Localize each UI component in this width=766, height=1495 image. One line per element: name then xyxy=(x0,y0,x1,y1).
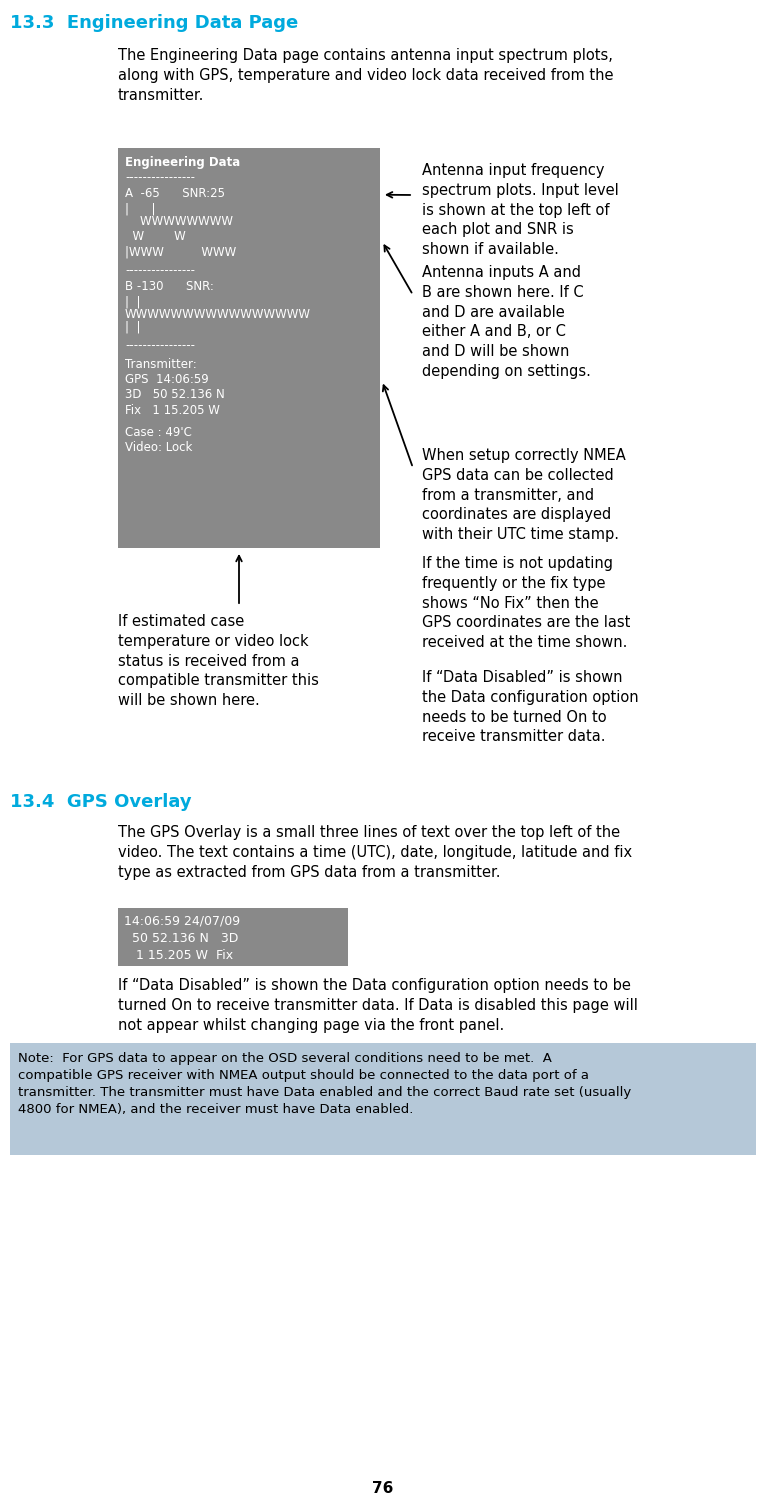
Bar xyxy=(118,907,348,966)
Text: If “Data Disabled” is shown
the Data configuration option
needs to be turned On : If “Data Disabled” is shown the Data con… xyxy=(422,670,639,745)
Text: 3D   50 52.136 N: 3D 50 52.136 N xyxy=(125,389,224,402)
Text: 76: 76 xyxy=(372,1482,394,1495)
Text: The GPS Overlay is a small three lines of text over the top left of the
video. T: The GPS Overlay is a small three lines o… xyxy=(118,825,632,879)
Text: 50 52.136 N   3D: 50 52.136 N 3D xyxy=(124,931,238,945)
Text: When setup correctly NMEA
GPS data can be collected
from a transmitter, and
coor: When setup correctly NMEA GPS data can b… xyxy=(422,448,626,543)
Text: The Engineering Data page contains antenna input spectrum plots,
along with GPS,: The Engineering Data page contains anten… xyxy=(118,48,614,103)
Text: GPS  14:06:59: GPS 14:06:59 xyxy=(125,372,209,386)
Text: W        W: W W xyxy=(125,230,185,244)
Text: Note:  For GPS data to appear on the OSD several conditions need to be met.  A
c: Note: For GPS data to appear on the OSD … xyxy=(18,1052,631,1115)
Text: Video: Lock: Video: Lock xyxy=(125,441,192,454)
Text: 13.4  GPS Overlay: 13.4 GPS Overlay xyxy=(10,792,192,810)
Text: A  -65      SNR:25: A -65 SNR:25 xyxy=(125,187,225,200)
Text: B -130      SNR:: B -130 SNR: xyxy=(125,280,214,293)
Text: Transmitter:: Transmitter: xyxy=(125,357,197,371)
Text: Fix   1 15.205 W: Fix 1 15.205 W xyxy=(125,404,220,417)
Text: Antenna inputs A and
B are shown here. If C
and D are available
either A and B, : Antenna inputs A and B are shown here. I… xyxy=(422,265,591,380)
Text: Antenna input frequency
spectrum plots. Input level
is shown at the top left of
: Antenna input frequency spectrum plots. … xyxy=(422,163,619,257)
Text: |  |: | | xyxy=(125,320,140,333)
Text: Engineering Data: Engineering Data xyxy=(125,155,241,169)
Text: |WWW          WWW: |WWW WWW xyxy=(125,245,236,259)
Text: 14:06:59 24/07/09: 14:06:59 24/07/09 xyxy=(124,915,240,928)
Text: If “Data Disabled” is shown the Data configuration option needs to be
turned On : If “Data Disabled” is shown the Data con… xyxy=(118,978,638,1033)
Text: 1 15.205 W  Fix: 1 15.205 W Fix xyxy=(124,949,233,961)
Text: ----------------: ---------------- xyxy=(125,172,195,184)
Bar xyxy=(118,148,380,549)
Text: WWWWWWWWWWWWWWWW: WWWWWWWWWWWWWWWW xyxy=(125,308,311,321)
Text: |  |: | | xyxy=(125,296,140,308)
Text: If estimated case
temperature or video lock
status is received from a
compatible: If estimated case temperature or video l… xyxy=(118,614,319,709)
Text: 13.3  Engineering Data Page: 13.3 Engineering Data Page xyxy=(10,13,298,31)
Text: |      |: | | xyxy=(125,202,155,215)
Text: Case : 49'C: Case : 49'C xyxy=(125,426,192,438)
Text: WWWWWWWW: WWWWWWWW xyxy=(125,215,233,227)
Text: ----------------: ---------------- xyxy=(125,265,195,278)
Bar xyxy=(10,1044,756,1156)
Text: If the time is not updating
frequently or the fix type
shows “No Fix” then the
G: If the time is not updating frequently o… xyxy=(422,556,630,650)
Text: ----------------: ---------------- xyxy=(125,339,195,351)
